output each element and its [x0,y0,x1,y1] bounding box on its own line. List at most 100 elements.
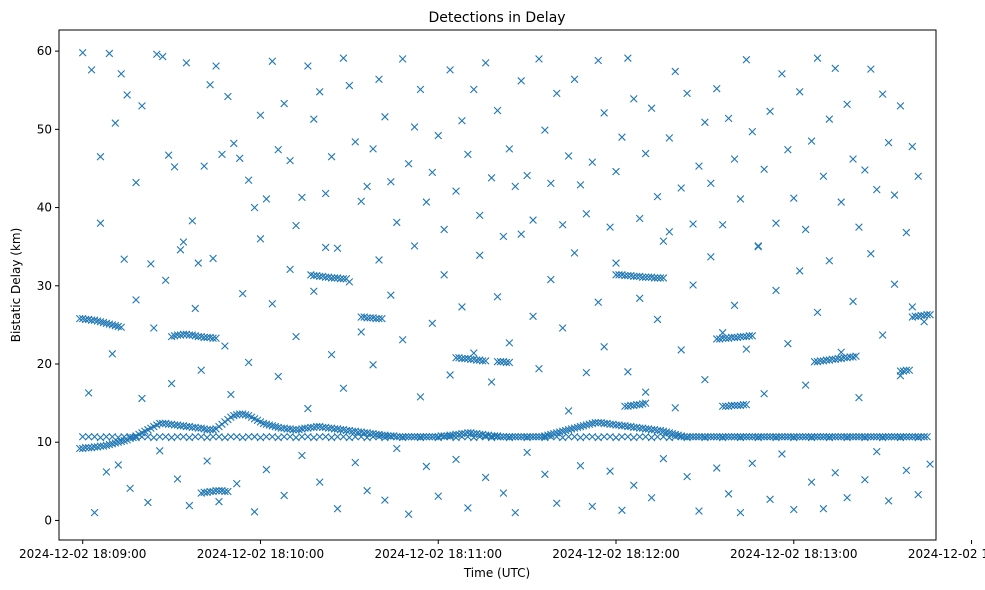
data-point [662,428,671,436]
data-point [265,421,274,429]
data-point [327,152,336,161]
data-point [795,432,804,441]
data-point [541,126,549,134]
data-point [428,168,437,177]
data-point [395,432,404,441]
data-point [855,432,863,441]
data-point [647,104,656,113]
data-point [105,320,114,328]
data-point [911,432,920,441]
data-point [173,475,182,483]
y-tick-label-3: 30 [37,279,52,293]
data-point [576,461,585,470]
data-point [206,80,214,89]
data-point [677,346,685,354]
data-point [333,504,342,513]
data-point [90,316,99,324]
data-point [813,432,822,441]
data-point [529,312,537,321]
data-point [235,154,244,163]
data-point [268,422,277,430]
data-point [470,85,478,94]
data-point [384,432,392,440]
data-point [517,230,525,238]
data-point [111,119,120,127]
data-point [689,432,697,441]
data-point [298,193,306,202]
data-point [105,49,114,58]
data-point [813,54,822,62]
data-point [730,401,739,410]
data-point [517,77,525,85]
data-point [392,432,401,441]
data-point [105,440,114,449]
data-point [641,388,650,396]
data-point [547,275,555,284]
data-point [624,368,632,376]
data-point [789,432,798,441]
data-point [683,472,691,481]
data-point [78,48,87,57]
data-point [401,432,410,441]
data-point [778,450,786,458]
data-point [147,260,155,268]
data-point [730,432,739,441]
data-point [505,358,514,367]
x-axis: 2024-12-02 18:09:00 2024-12-02 18:10:00 20… [19,540,985,561]
data-point [224,92,232,101]
data-point [96,219,105,227]
data-point [200,162,208,170]
data-point [321,243,330,252]
x-axis-label: Time (UTC) [463,566,530,580]
data-point [579,422,588,430]
data-point [630,95,638,103]
data-point [695,432,703,441]
data-point [686,432,694,441]
data-point [197,366,206,375]
data-point [120,255,128,263]
data-point [437,432,445,440]
data-point [748,332,757,340]
data-point [867,249,875,258]
data-point [212,62,220,70]
data-point [209,254,217,263]
data-point [197,424,206,432]
data-point [87,66,96,74]
data-point [677,184,685,192]
data-point [630,272,638,281]
data-point [398,432,407,441]
data-point [398,55,407,63]
data-point [292,332,300,341]
data-point [333,244,342,253]
data-point [339,384,348,393]
data-point [612,271,620,279]
data-point [493,292,502,301]
data-point [784,145,792,154]
data-point [843,100,851,109]
data-point [698,432,706,441]
data-point [792,432,801,441]
data-point [564,152,573,160]
data-point [730,301,739,310]
data-point [111,439,120,447]
data-point [188,217,197,225]
data-point [754,242,763,250]
data-point [428,432,437,441]
data-point [701,432,709,441]
data-point [635,294,644,303]
data-point [914,172,923,181]
data-point [582,421,591,429]
scatter-markers [75,48,934,518]
data-point [739,432,748,441]
data-point [855,393,863,402]
data-point [849,432,857,441]
data-point [138,394,146,403]
data-point [624,54,632,62]
data-point [357,197,365,206]
data-point [570,424,579,432]
data-point [292,221,300,230]
data-point [170,163,179,171]
data-point [132,178,140,187]
data-point [588,502,597,511]
data-point [855,223,863,231]
